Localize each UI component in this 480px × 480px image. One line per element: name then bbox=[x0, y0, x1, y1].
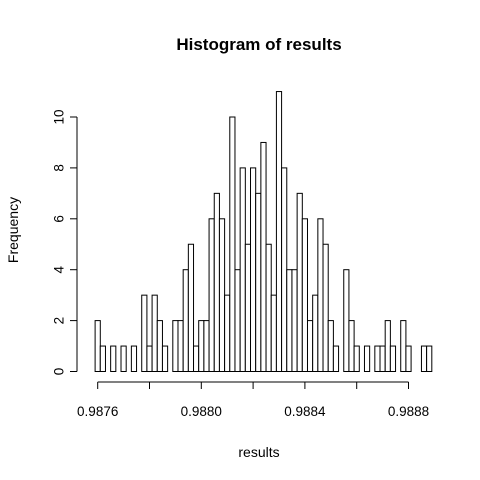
y-tick-label: 10 bbox=[52, 109, 67, 124]
histogram-bar bbox=[239, 167, 246, 372]
histogram-bar bbox=[213, 192, 220, 372]
histogram-bar bbox=[327, 320, 334, 373]
histogram-bar bbox=[244, 243, 252, 372]
histogram-bar bbox=[405, 345, 412, 372]
histogram-bar bbox=[182, 269, 189, 373]
y-tick-label: 2 bbox=[52, 317, 67, 325]
histogram-bar bbox=[146, 345, 153, 372]
x-tick-label: 0.9884 bbox=[284, 404, 326, 419]
histogram-bar bbox=[130, 345, 138, 372]
y-axis: 0 2 4 6 8 10 bbox=[52, 109, 78, 376]
histogram-bar bbox=[296, 192, 303, 372]
x-tick-label: 0.9876 bbox=[77, 404, 118, 419]
histogram-bar bbox=[218, 218, 226, 372]
x-axis: 0.9876 0.9880 0.9884 0.9888 bbox=[77, 381, 429, 419]
histogram-bar bbox=[229, 116, 236, 372]
histogram-bar bbox=[141, 294, 148, 372]
histogram-bar bbox=[322, 243, 329, 372]
chart-title: Histogram of results bbox=[176, 35, 341, 54]
histogram-bar bbox=[265, 243, 272, 372]
histogram-bar bbox=[332, 345, 340, 372]
bars-group bbox=[94, 91, 433, 373]
histogram-bar bbox=[151, 294, 158, 372]
histogram-bar bbox=[301, 218, 308, 372]
histogram-bar bbox=[379, 345, 386, 372]
histogram-bar bbox=[193, 345, 200, 372]
histogram-bar bbox=[177, 320, 184, 373]
histogram-bar bbox=[317, 218, 324, 372]
histogram-bar bbox=[426, 345, 433, 372]
y-tick-label: 8 bbox=[52, 164, 67, 172]
y-tick-label: 6 bbox=[52, 215, 67, 223]
histogram-bar bbox=[389, 345, 397, 372]
histogram-bar bbox=[420, 345, 428, 372]
histogram-bar bbox=[348, 320, 355, 373]
histogram-bar bbox=[156, 320, 163, 373]
histogram-bar bbox=[250, 167, 257, 372]
histogram-bar bbox=[110, 345, 117, 372]
histogram-bar bbox=[312, 294, 319, 372]
histogram-bar bbox=[374, 345, 381, 372]
histogram-bar bbox=[208, 218, 215, 372]
histogram-bar bbox=[291, 269, 298, 373]
histogram-bar bbox=[94, 320, 101, 373]
y-tick-label: 0 bbox=[52, 368, 67, 376]
histogram-bar bbox=[363, 345, 371, 372]
histogram-bar bbox=[161, 345, 169, 372]
histogram-bar bbox=[234, 269, 241, 373]
histogram-bar bbox=[400, 320, 407, 373]
histogram-bar bbox=[306, 320, 314, 373]
x-tick-label: 0.9888 bbox=[388, 404, 429, 419]
x-axis-label: results bbox=[238, 444, 279, 460]
histogram-bar bbox=[120, 345, 127, 372]
histogram-bar bbox=[172, 320, 179, 373]
histogram-bar bbox=[286, 269, 293, 373]
histogram-bar bbox=[275, 91, 283, 373]
x-tick-label: 0.9880 bbox=[181, 404, 222, 419]
y-axis-label: Frequency bbox=[5, 197, 21, 263]
histogram-bar bbox=[255, 192, 262, 372]
histogram-bar bbox=[203, 320, 210, 373]
histogram-bar bbox=[198, 320, 205, 373]
histogram-bar bbox=[353, 345, 360, 372]
histogram-bar bbox=[270, 294, 277, 372]
histogram-bar bbox=[260, 141, 267, 372]
histogram-bar bbox=[187, 243, 195, 372]
histogram-bar bbox=[281, 167, 288, 372]
histogram-bar bbox=[224, 294, 231, 372]
histogram-bar bbox=[384, 320, 391, 373]
histogram-bar bbox=[99, 345, 106, 372]
histogram-bar bbox=[343, 269, 350, 373]
y-tick-label: 4 bbox=[52, 265, 67, 273]
